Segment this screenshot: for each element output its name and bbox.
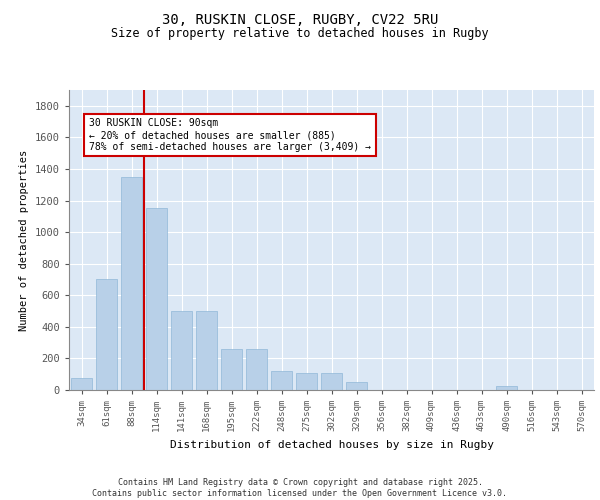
Bar bbox=[146, 208, 167, 390]
Bar bbox=[246, 349, 267, 390]
Bar bbox=[271, 372, 292, 390]
Bar bbox=[121, 177, 142, 390]
Bar bbox=[296, 374, 317, 390]
Y-axis label: Number of detached properties: Number of detached properties bbox=[19, 150, 29, 330]
X-axis label: Distribution of detached houses by size in Rugby: Distribution of detached houses by size … bbox=[170, 440, 493, 450]
Bar bbox=[221, 349, 242, 390]
Bar bbox=[346, 382, 367, 390]
Text: Contains HM Land Registry data © Crown copyright and database right 2025.
Contai: Contains HM Land Registry data © Crown c… bbox=[92, 478, 508, 498]
Bar bbox=[171, 311, 192, 390]
Text: 30 RUSKIN CLOSE: 90sqm
← 20% of detached houses are smaller (885)
78% of semi-de: 30 RUSKIN CLOSE: 90sqm ← 20% of detached… bbox=[89, 118, 371, 152]
Text: 30, RUSKIN CLOSE, RUGBY, CV22 5RU: 30, RUSKIN CLOSE, RUGBY, CV22 5RU bbox=[162, 12, 438, 26]
Bar bbox=[71, 378, 92, 390]
Text: Size of property relative to detached houses in Rugby: Size of property relative to detached ho… bbox=[111, 28, 489, 40]
Bar bbox=[496, 386, 517, 390]
Bar bbox=[321, 374, 342, 390]
Bar bbox=[96, 280, 117, 390]
Bar bbox=[196, 311, 217, 390]
